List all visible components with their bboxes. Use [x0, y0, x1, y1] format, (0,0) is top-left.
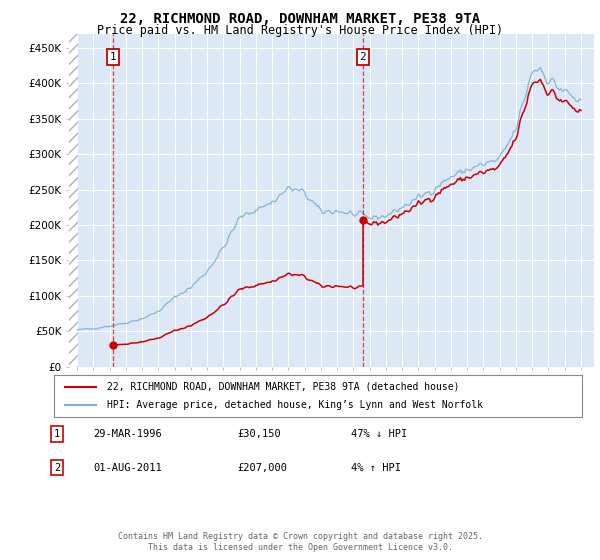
Text: HPI: Average price, detached house, King’s Lynn and West Norfolk: HPI: Average price, detached house, King… — [107, 400, 483, 410]
Text: 01-AUG-2011: 01-AUG-2011 — [93, 463, 162, 473]
Text: £30,150: £30,150 — [237, 429, 281, 439]
Text: Contains HM Land Registry data © Crown copyright and database right 2025.
This d: Contains HM Land Registry data © Crown c… — [118, 532, 482, 552]
Bar — [69, 34, 79, 367]
Text: 4% ↑ HPI: 4% ↑ HPI — [351, 463, 401, 473]
Text: 2: 2 — [54, 463, 60, 473]
Text: £207,000: £207,000 — [237, 463, 287, 473]
Text: 29-MAR-1996: 29-MAR-1996 — [93, 429, 162, 439]
Text: 22, RICHMOND ROAD, DOWNHAM MARKET, PE38 9TA: 22, RICHMOND ROAD, DOWNHAM MARKET, PE38 … — [120, 12, 480, 26]
Text: Price paid vs. HM Land Registry's House Price Index (HPI): Price paid vs. HM Land Registry's House … — [97, 24, 503, 37]
FancyBboxPatch shape — [54, 375, 582, 417]
Text: 1: 1 — [110, 52, 116, 62]
Text: 22, RICHMOND ROAD, DOWNHAM MARKET, PE38 9TA (detached house): 22, RICHMOND ROAD, DOWNHAM MARKET, PE38 … — [107, 382, 460, 392]
Text: 47% ↓ HPI: 47% ↓ HPI — [351, 429, 407, 439]
Text: 1: 1 — [54, 429, 60, 439]
Text: 2: 2 — [359, 52, 366, 62]
